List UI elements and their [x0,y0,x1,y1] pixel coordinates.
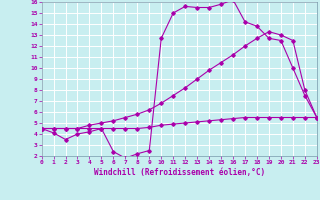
X-axis label: Windchill (Refroidissement éolien,°C): Windchill (Refroidissement éolien,°C) [94,168,265,177]
